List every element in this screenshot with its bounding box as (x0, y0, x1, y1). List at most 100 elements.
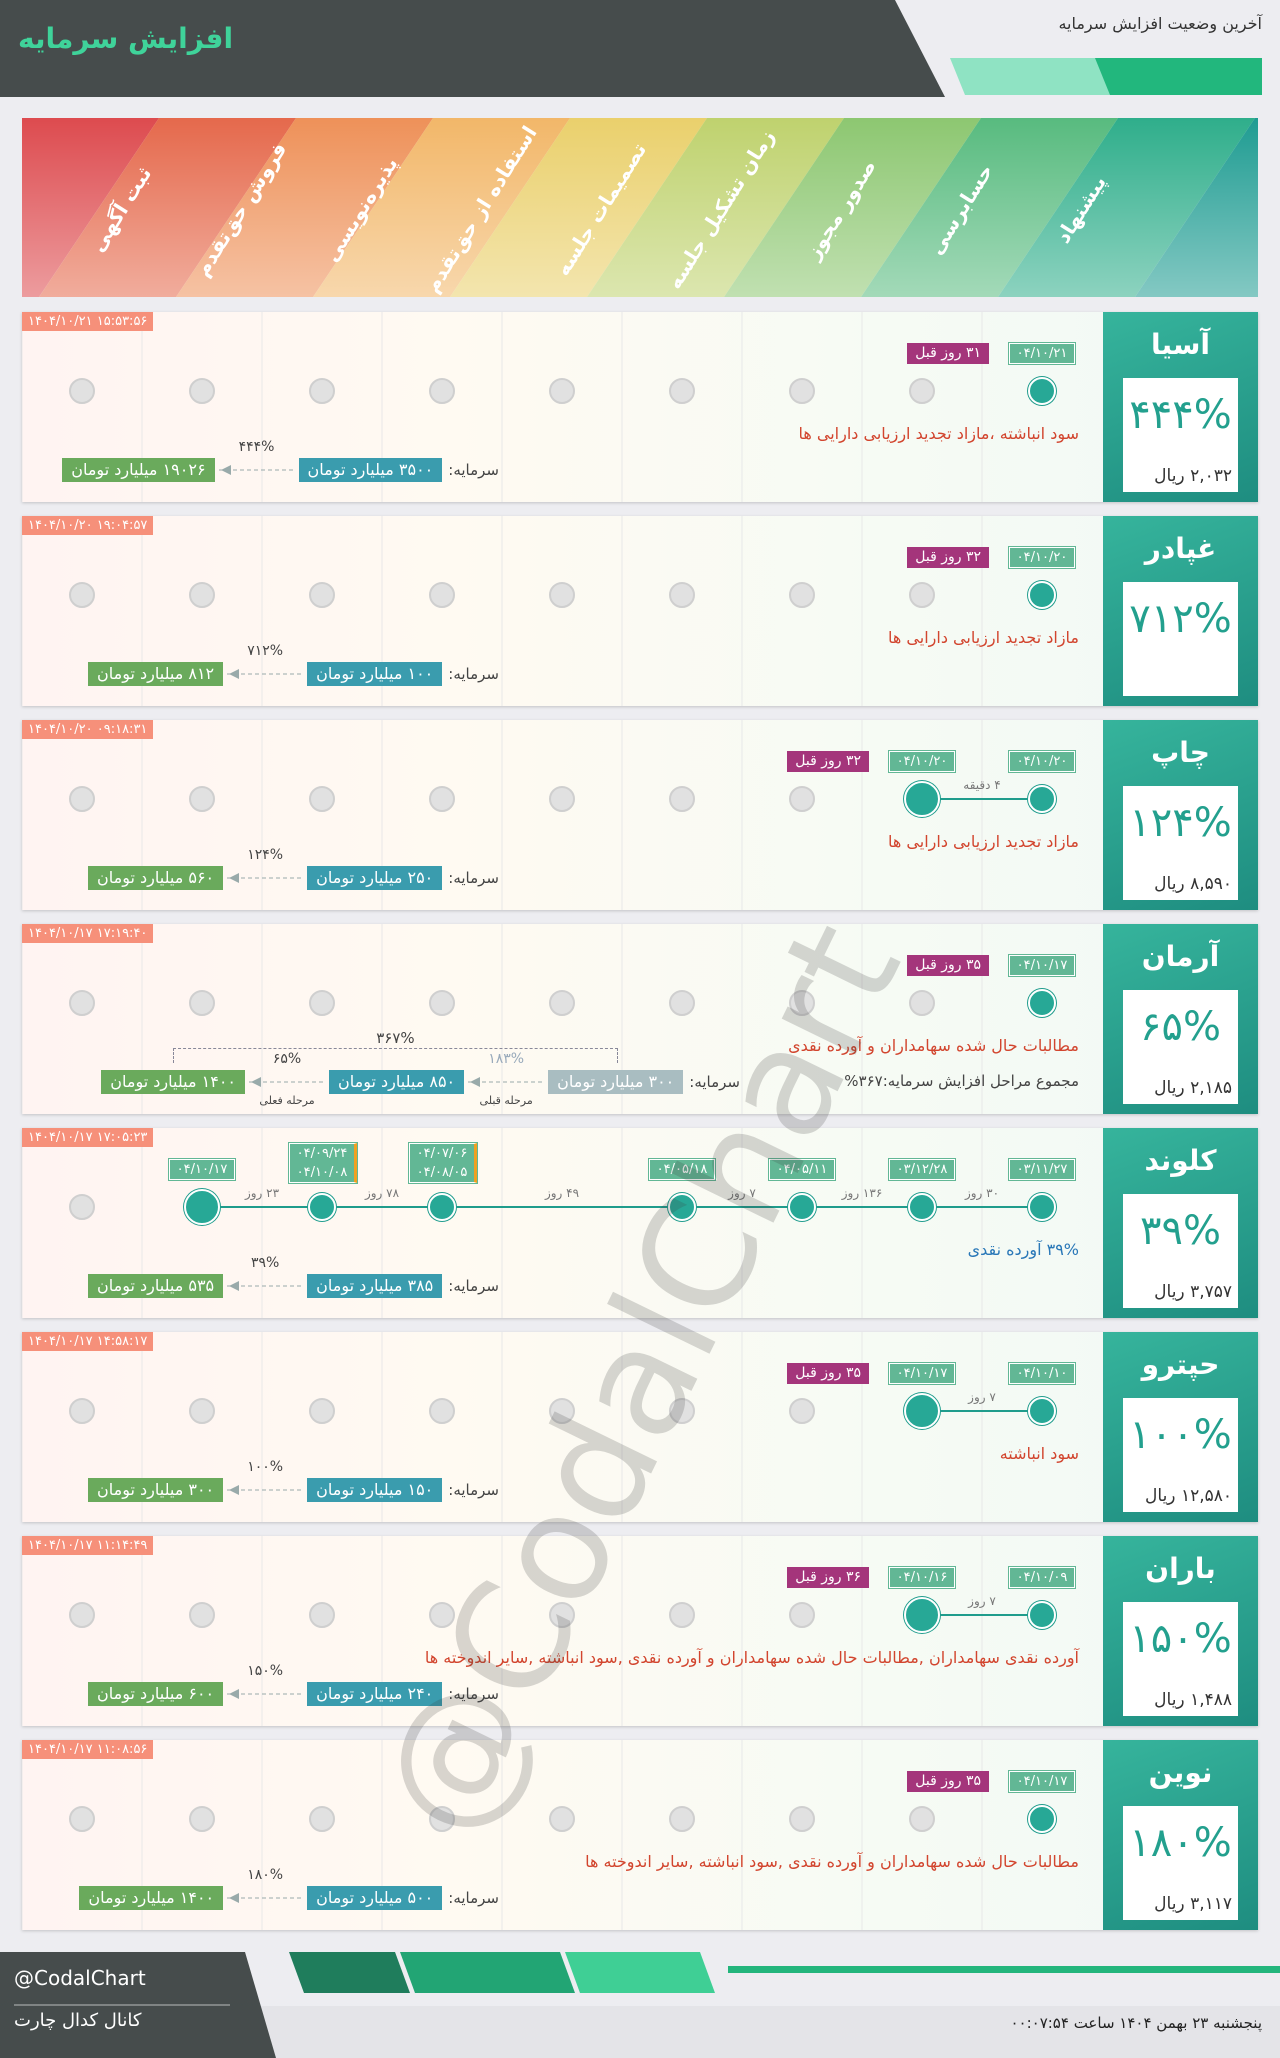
arrow-head (229, 1485, 240, 1495)
capital-row: سرمایه: ۳۸۵ میلیارد تومان ۳۹% ۵۳۵ میلیارد ت… (88, 1255, 499, 1298)
capital-to: ۵۳۵ میلیارد تومان (88, 1274, 224, 1298)
pending-stage (189, 1602, 215, 1628)
company-panel: باران ۱۵۰% ۱,۴۸۸ ریال (1103, 1536, 1258, 1726)
arrow: ۱۰۰% (223, 1459, 307, 1502)
capital-label: سرمایه: (448, 1277, 499, 1295)
stage-dot (904, 1393, 940, 1429)
pending-stage (549, 582, 575, 608)
increase-pct: ۷۱۲% (247, 643, 284, 659)
pending-stage (669, 1806, 695, 1832)
pending-stage (789, 990, 815, 1016)
note: مازاد تجدید ارزیابی دارایی ها (888, 628, 1079, 647)
timestamp: ۱۴۰۴/۱۰/۱۷ ۱۱:۰۸:۵۶ (22, 1740, 154, 1759)
company-card: ۰۴/۱۰/۲۰ ۳۲ روز قبل ۱۴۰۴/۱۰/۲۰ ۱۹:۰۴:۵۷ ماز… (22, 516, 1258, 706)
gap-label: ۷ روز (968, 1390, 996, 1404)
company-price: ۳,۷۵۷ ریال (1154, 1282, 1232, 1302)
capital-label: سرمایه: (448, 1889, 499, 1907)
capital-from: ۱۵۰ میلیارد تومان (307, 1478, 443, 1502)
stage-dot (428, 1193, 456, 1221)
gap-label: ۴ دقیقه (963, 778, 1001, 792)
total-bracket: ۳۶۷% (173, 1029, 618, 1063)
capital-row: سرمایه: ۲۴۰ میلیارد تومان ۱۵۰% ۶۰۰ میلیارد … (88, 1663, 499, 1706)
timestamp: ۱۴۰۴/۱۰/۲۱ ۱۵:۵۳:۵۶ (22, 312, 154, 331)
pending-stage (909, 582, 935, 608)
capital-to: ۳۰۰ میلیارد تومان (88, 1478, 224, 1502)
arrow: ۱۵۰% (223, 1663, 307, 1706)
date: ۰۴/۰۵/۱۱ (776, 1162, 828, 1177)
arrow: ۱۸۰% (223, 1867, 307, 1910)
company-card: ۰۳/۱۱/۲۷ ۰۳/۱۲/۲۸ ۰۴/۰۵/۱۱ ۰۴/۰۵/۱۸ ۰۴/۰۷/۰۶… (22, 1128, 1258, 1318)
pending-stage (189, 990, 215, 1016)
pending-stage (549, 786, 575, 812)
pending-stage (669, 582, 695, 608)
date-tag: ۰۴/۱۰/۲۰ (1009, 751, 1075, 772)
pending-stage (309, 990, 335, 1016)
date: ۰۴/۱۰/۲۱ (1016, 346, 1068, 361)
page-title: افزایش سرمایه (18, 22, 234, 55)
company-name: باران (1145, 1552, 1216, 1585)
pending-stage (429, 378, 455, 404)
timestamp: ۱۴۰۴/۱۰/۱۷ ۱۷:۱۹:۴۰ (22, 924, 154, 943)
timeline (22, 1740, 1057, 1930)
ago-tag: ۳۶ روز قبل (787, 1567, 869, 1588)
company-panel: آسیا ۴۴۴% ۲,۰۳۲ ریال (1103, 312, 1258, 502)
stage-dot (308, 1193, 336, 1221)
gap-label: ۲۳ روز (244, 1186, 280, 1200)
capital-label: سرمایه: (448, 1685, 499, 1703)
capital-row: سرمایه: ۲۵۰ میلیارد تومان ۱۲۴% ۵۶۰ میلیارد … (88, 847, 499, 890)
date: ۰۴/۱۰/۱۷ (176, 1162, 228, 1177)
increase-pct: ۶۵% (272, 1051, 302, 1067)
pending-stage (429, 990, 455, 1016)
gap-label: ۷۸ روز (364, 1186, 400, 1200)
capital-to: ۱۴۰۰ میلیارد تومان (79, 1886, 224, 1910)
date-tag: ۰۴/۰۵/۱۸ (649, 1159, 715, 1180)
company-panel: آرمان ۶۵% ۲,۱۸۵ ریال (1103, 924, 1258, 1114)
total-text: مجموع مراحل افزایش سرمایه:۳۶۷% (844, 1072, 1079, 1090)
pending-stage (789, 1806, 815, 1832)
capital-to: ۶۰۰ میلیارد تومان (88, 1682, 224, 1706)
capital-from: ۱۰۰ میلیارد تومان (307, 662, 443, 686)
pending-stage (909, 1806, 935, 1832)
capital-label: سرمایه: (448, 869, 499, 887)
footer-date: پنجشنبه ۲۳ بهمن ۱۴۰۴ ساعت ۰۰:۰۷:۵۴ (1010, 2014, 1262, 2032)
note: مطالبات حال شده سهامداران و آورده نقدی ,… (585, 1852, 1079, 1871)
ago-tag: ۳۵ روز قبل (907, 1771, 989, 1792)
date: ۰۳/۱۲/۲۸ (896, 1162, 948, 1177)
stage-dot (1028, 1397, 1056, 1425)
note: مازاد تجدید ارزیابی دارایی ها (888, 832, 1079, 851)
arrow: ۴۴۴% (215, 439, 299, 482)
arrow (227, 1893, 304, 1903)
date: ۰۴/۰۷/۰۶ (416, 1146, 468, 1161)
pending-stage (429, 786, 455, 812)
date: ۰۴/۰۵/۱۸ (656, 1162, 708, 1177)
date-tag: ۰۴/۰۹/۲۴ ۰۴/۱۰/۰۸ (289, 1143, 357, 1183)
pending-stage (189, 1398, 215, 1424)
arrow (218, 465, 295, 475)
pending-stage (789, 582, 815, 608)
company-percent: ۱۲۴% (1129, 800, 1232, 846)
arrow-head (229, 669, 240, 679)
gap-label: ۴۹ روز (544, 1186, 580, 1200)
previous-label: مرحله قبلی (479, 1094, 533, 1107)
pending-stage (69, 1806, 95, 1832)
timestamp: ۱۴۰۴/۱۰/۲۰ ۱۹:۰۴:۵۷ (22, 516, 154, 535)
company-panel: کلوند ۳۹% ۳,۷۵۷ ریال (1103, 1128, 1258, 1318)
timestamp: ۱۴۰۴/۱۰/۱۷ ۱۱:۱۴:۴۹ (22, 1536, 154, 1555)
date-tag: ۰۴/۱۰/۲۰ (1009, 547, 1075, 568)
date: ۰۴/۱۰/۲۰ (896, 754, 948, 769)
increase-pct: ۱۵۰% (247, 1663, 284, 1679)
pending-stage (69, 1194, 95, 1220)
arrow-head (220, 465, 231, 475)
pending-stage (429, 1602, 455, 1628)
date: ۰۴/۱۰/۱۰ (1016, 1366, 1068, 1381)
timeline (22, 1536, 1057, 1726)
percent-box: ۱۰۰% ۱۲,۵۸۰ ریال (1123, 1398, 1238, 1512)
arrow (227, 669, 304, 679)
pending-stage (309, 378, 335, 404)
date-tag: ۰۴/۱۰/۱۷ (1009, 1771, 1075, 1792)
pending-stage (789, 786, 815, 812)
arrow (227, 873, 304, 883)
arrow: ۶۵% مرحله فعلی (245, 1051, 329, 1107)
pending-stage (909, 990, 935, 1016)
capital-from: ۸۵۰ میلیارد تومان (329, 1070, 465, 1094)
